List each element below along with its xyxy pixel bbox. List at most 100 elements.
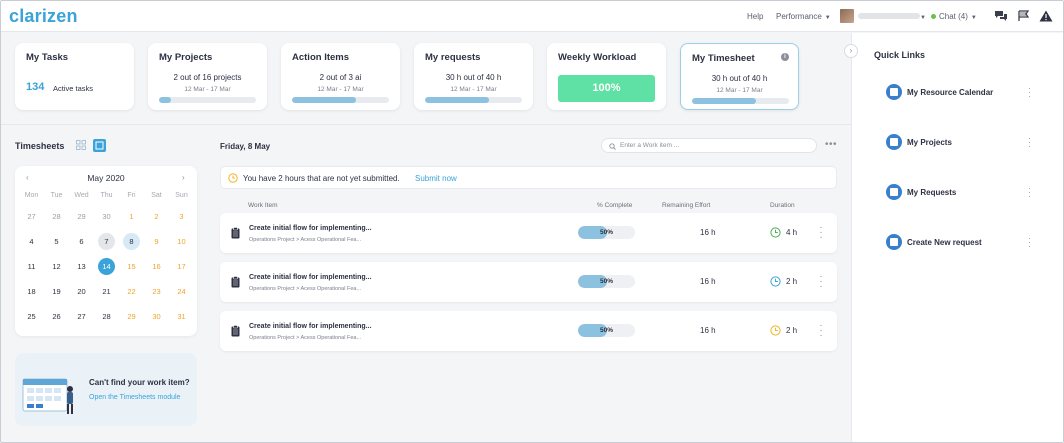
calendar-day[interactable]: 11 xyxy=(27,262,36,271)
calendar-day[interactable]: 13 xyxy=(77,262,86,271)
calendar-day[interactable]: 15 xyxy=(127,262,136,271)
column-header-duration[interactable]: Duration xyxy=(770,202,795,209)
calendar-day[interactable]: 18 xyxy=(27,287,36,296)
progress-fill xyxy=(425,97,490,103)
calendar-day[interactable]: 2 xyxy=(154,212,159,221)
calendar-day[interactable]: 19 xyxy=(52,287,61,296)
row-menu-icon[interactable]: · · · xyxy=(819,222,823,243)
calendar-day[interactable]: 3 xyxy=(179,212,184,221)
calendar-day[interactable]: 10 xyxy=(177,237,186,246)
quick-link-menu-icon[interactable]: · · · xyxy=(1028,233,1031,251)
quick-link-menu-icon[interactable]: · · · xyxy=(1028,83,1031,101)
calendar-day[interactable]: 29 xyxy=(127,312,136,321)
calendar-day[interactable]: 5 xyxy=(54,237,59,246)
card-my-requests[interactable]: My requests 30 h out of 40 h 12 Mar - 17… xyxy=(414,43,533,110)
chevron-right-icon[interactable]: › xyxy=(844,44,858,58)
card-title: My Timesheet xyxy=(692,53,755,64)
icon-glyph xyxy=(890,138,898,146)
column-header-remaining[interactable]: Remaining Effort xyxy=(662,202,711,209)
card-my-projects[interactable]: My Projects 2 out of 16 projects 12 Mar … xyxy=(148,43,267,110)
submit-now-link[interactable]: Submit now xyxy=(415,174,457,183)
calendar-day[interactable]: 7 xyxy=(98,233,115,250)
table-row[interactable]: Create initial flow for implementing... O… xyxy=(220,213,837,253)
percent-complete-bar[interactable]: 50% xyxy=(578,226,635,239)
avatar[interactable] xyxy=(840,9,854,23)
calendar-day[interactable]: 23 xyxy=(152,287,161,296)
calendar-day[interactable]: 28 xyxy=(102,312,111,321)
card-action-items[interactable]: Action Items 2 out of 3 ai 12 Mar - 17 M… xyxy=(281,43,400,110)
calendar-day[interactable]: 27 xyxy=(27,212,36,221)
calendar-day[interactable]: 31 xyxy=(177,312,186,321)
calendar-day[interactable]: 9 xyxy=(154,237,159,246)
work-item-path: Operations Project > Acess Operational F… xyxy=(249,286,362,292)
table-row[interactable]: Create initial flow for implementing... O… xyxy=(220,311,837,351)
remaining-effort[interactable]: 16 h xyxy=(700,228,716,237)
progress-bar xyxy=(692,98,789,104)
card-weekly-workload[interactable]: Weekly Workload 100% xyxy=(547,43,666,110)
calendar-day[interactable]: 16 xyxy=(152,262,161,271)
list-view-icon[interactable] xyxy=(93,139,106,152)
open-timesheets-link[interactable]: Open the Timesheets module xyxy=(89,394,181,401)
card-date-range: 12 Mar - 17 Mar xyxy=(716,87,763,94)
more-options-icon[interactable]: ••• xyxy=(825,139,838,150)
calendar-day[interactable]: 8 xyxy=(123,233,140,250)
quick-link-item[interactable]: My Projects · · · xyxy=(886,133,1056,151)
calendar-day[interactable]: 28 xyxy=(52,212,61,221)
calendar-day[interactable]: 14 xyxy=(98,258,115,275)
help-link[interactable]: Help xyxy=(747,12,764,21)
quick-link-item[interactable]: My Requests · · · xyxy=(886,183,1056,201)
user-menu-caret[interactable]: ▼ xyxy=(917,12,926,21)
duration-value[interactable]: 2 h xyxy=(786,277,798,286)
calendar-day[interactable]: 29 xyxy=(77,212,86,221)
chevron-left-icon[interactable]: ‹ xyxy=(26,173,29,182)
row-menu-icon[interactable]: · · · xyxy=(819,271,823,292)
flag-icon[interactable] xyxy=(1017,10,1031,22)
chevron-right-icon[interactable]: › xyxy=(182,173,185,182)
icon-glyph xyxy=(890,188,898,196)
chat-menu[interactable]: Chat (4) ▼ xyxy=(931,12,977,21)
percent-complete-bar[interactable]: 50% xyxy=(578,275,635,288)
row-menu-icon[interactable]: · · · xyxy=(819,320,823,341)
column-header-complete[interactable]: % Complete xyxy=(597,202,633,209)
remaining-effort[interactable]: 16 h xyxy=(700,277,716,286)
calendar-day[interactable]: 22 xyxy=(127,287,136,296)
info-icon[interactable]: i xyxy=(781,53,789,61)
card-my-timesheet[interactable]: My Timesheet i 30 h out of 40 h 12 Mar -… xyxy=(680,43,799,110)
calendar-day[interactable]: 24 xyxy=(177,287,186,296)
quick-link-menu-icon[interactable]: · · · xyxy=(1028,133,1031,151)
work-item-title[interactable]: Create initial flow for implementing... xyxy=(249,225,372,232)
work-item-title[interactable]: Create initial flow for implementing... xyxy=(249,274,372,281)
work-item-search[interactable]: Enter a Work item ... xyxy=(601,138,817,153)
calendar-day[interactable]: 20 xyxy=(77,287,86,296)
calendar-day[interactable]: 26 xyxy=(52,312,61,321)
duration-value[interactable]: 2 h xyxy=(786,326,798,335)
calendar-day[interactable]: 17 xyxy=(177,262,186,271)
weekday-label: Tue xyxy=(50,192,63,199)
calendar-day[interactable]: 4 xyxy=(29,237,34,246)
quick-link-item[interactable]: My Resource Calendar · · · xyxy=(886,83,1056,101)
calendar-day[interactable]: 27 xyxy=(77,312,86,321)
table-row[interactable]: Create initial flow for implementing... O… xyxy=(220,262,837,302)
calendar-day[interactable]: 25 xyxy=(27,312,36,321)
performance-menu[interactable]: Performance ▼ xyxy=(776,12,831,21)
calendar-day[interactable]: 12 xyxy=(52,262,61,271)
remaining-effort[interactable]: 16 h xyxy=(700,326,716,335)
grid-view-icon[interactable] xyxy=(76,140,86,150)
timesheet-illustration-icon xyxy=(22,378,73,414)
calendar-day[interactable]: 21 xyxy=(102,287,111,296)
work-item-title[interactable]: Create initial flow for implementing... xyxy=(249,323,372,330)
calendar-day[interactable]: 30 xyxy=(152,312,161,321)
percent-complete-bar[interactable]: 50% xyxy=(578,324,635,337)
quick-link-item[interactable]: Create New request · · · xyxy=(886,233,1056,251)
duration-value[interactable]: 4 h xyxy=(786,228,798,237)
alert-triangle-icon[interactable] xyxy=(1039,10,1053,22)
clarizen-logo[interactable]: clarizen xyxy=(9,6,78,26)
column-header-work-item[interactable]: Work Item xyxy=(248,202,278,209)
card-my-tasks[interactable]: My Tasks 134 Active tasks xyxy=(15,43,134,110)
calendar-day[interactable]: 6 xyxy=(79,237,84,246)
chat-bubbles-icon[interactable] xyxy=(994,10,1008,22)
calendar-day[interactable]: 30 xyxy=(102,212,111,221)
username[interactable] xyxy=(858,13,920,19)
quick-link-menu-icon[interactable]: · · · xyxy=(1028,183,1031,201)
calendar-day[interactable]: 1 xyxy=(129,212,134,221)
